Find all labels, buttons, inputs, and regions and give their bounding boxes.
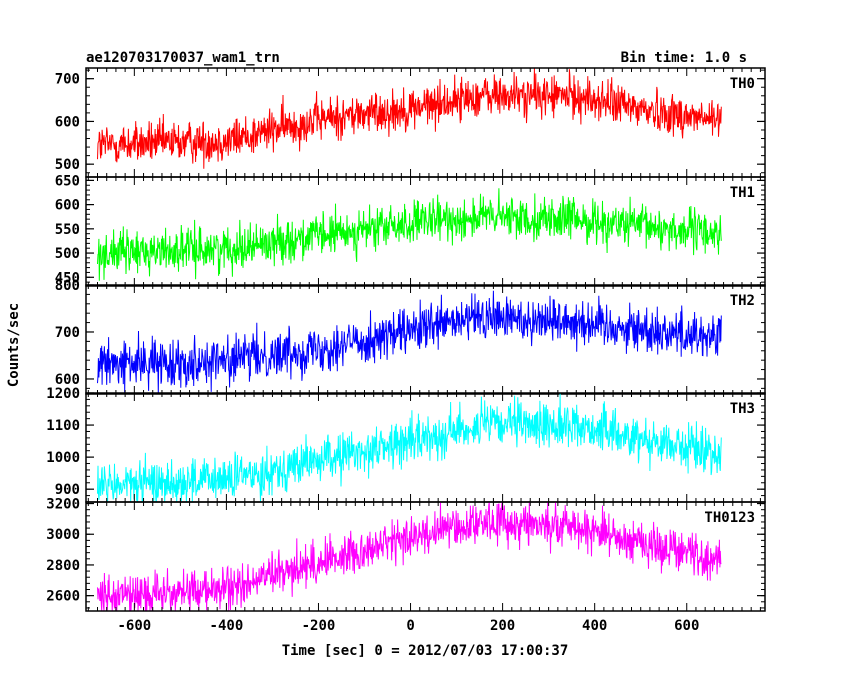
x-tick-label: -200 [302,618,336,634]
panels: 500 600 700 TH0 450 500 550 600 650 TH1 600 700 800 T… [46,67,766,612]
panel-th3: 900 1000 1100 1200 TH3 [46,386,766,503]
x-axis: -600 -400 -200 0 200 400 600 [117,618,699,634]
y-tick-label: 650 [55,173,80,189]
x-tick-label: 0 [406,618,414,634]
y-tick-label: 450 [55,270,80,286]
y-tick-label: 600 [55,114,80,130]
x-tick-label: 200 [490,618,515,634]
panel-th1: 450 500 550 600 650 TH1 [55,173,766,287]
y-tick-label: 600 [55,198,80,214]
chart-title: ae120703170037_wam1_trn [86,50,280,66]
y-tick-label: 3200 [46,497,80,513]
y-tick-label: 800 [55,278,80,294]
series-line-th2 [97,290,722,395]
y-tick-label: 500 [55,246,80,262]
y-tick-label: 500 [55,157,80,173]
panel-th2: 600 700 800 TH2 [55,278,766,395]
panel-th0: 500 600 700 TH0 [55,67,766,178]
y-tick-label: 700 [55,72,80,88]
panel-label: TH3 [730,401,755,417]
x-tick-label: -600 [117,618,151,634]
y-axis-label: Counts/sec [6,303,22,387]
x-tick-label: -400 [210,618,244,634]
panel-th0123: 2600 2800 3000 3200 TH0123 [46,497,766,612]
panel-label: TH2 [730,293,755,309]
x-tick-label: 400 [582,618,607,634]
y-tick-label: 900 [55,482,80,498]
x-axis-label: Time [sec] 0 = 2012/07/03 17:00:37 [282,643,569,659]
panel-frame [85,176,766,287]
y-tick-label: 2800 [46,558,80,574]
y-tick-label: 2600 [46,589,80,605]
series-line-th1 [97,188,722,281]
panel-frame [85,67,766,178]
y-tick-label: 1200 [46,386,80,402]
y-tick-label: 600 [55,372,80,388]
bin-time-label: Bin time: 1.0 s [621,50,747,66]
series-line-th0123 [97,501,722,612]
panel-frame [85,284,766,395]
y-tick-label: 1100 [46,418,80,434]
series-line-th3 [97,393,722,503]
y-tick-label: 550 [55,222,80,238]
y-tick-label: 700 [55,325,80,341]
x-tick-label: 600 [674,618,699,634]
panel-label: TH1 [730,185,755,201]
series-line-th0 [97,67,722,169]
y-tick-label: 3000 [46,527,80,543]
panel-frame [85,501,766,612]
panel-label: TH0 [730,76,755,92]
y-tick-label: 1000 [46,450,80,466]
panel-label: TH0123 [704,510,755,526]
